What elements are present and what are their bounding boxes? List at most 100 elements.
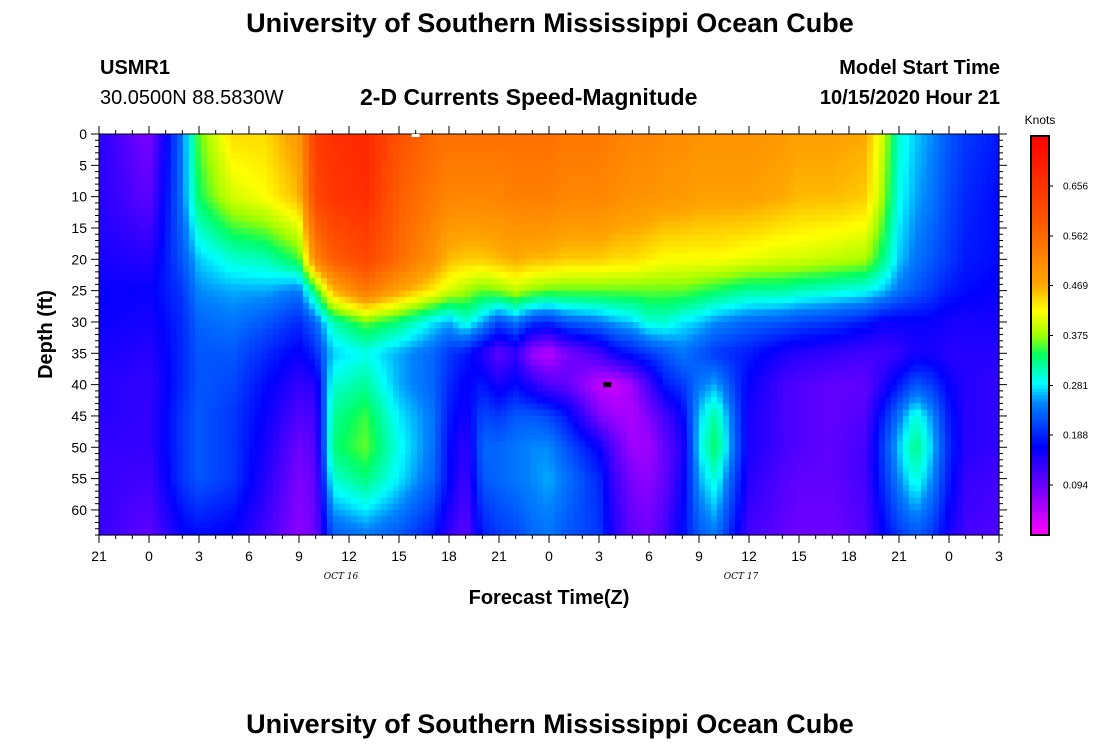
heatmap-cell [207, 184, 214, 191]
heatmap-cell [267, 140, 274, 148]
heatmap-cell [237, 278, 244, 285]
heatmap-cell [495, 409, 502, 417]
heatmap-cell [213, 159, 220, 166]
heatmap-cell [147, 522, 154, 530]
heatmap-cell [357, 384, 364, 392]
heatmap-cell [453, 134, 460, 141]
heatmap-cell [333, 390, 340, 398]
heatmap-cell [405, 459, 412, 467]
heatmap-cell [129, 284, 136, 292]
heatmap-cell [453, 321, 460, 329]
heatmap-cell [339, 215, 346, 223]
heatmap-cell [129, 140, 136, 148]
heatmap-cell [513, 434, 520, 442]
heatmap-cell [417, 309, 424, 317]
heatmap-cell [363, 190, 370, 198]
heatmap-cell [267, 359, 274, 367]
heatmap-cell [279, 159, 286, 166]
heatmap-cell [231, 134, 238, 141]
heatmap-cell [537, 347, 544, 354]
heatmap-cell [501, 347, 508, 354]
heatmap-cell [537, 384, 544, 392]
heatmap-cell [429, 365, 436, 373]
heatmap-cell [489, 265, 496, 273]
heatmap-cell [309, 209, 316, 217]
heatmap-cell [297, 347, 304, 354]
heatmap-cell [321, 221, 328, 229]
heatmap-cell [417, 278, 424, 285]
heatmap-cell [183, 134, 190, 141]
heatmap-cell [501, 140, 508, 148]
heatmap-cell [507, 134, 514, 141]
heatmap-cell [435, 202, 442, 210]
heatmap-cell [303, 397, 310, 405]
heatmap-cell [441, 516, 448, 524]
heatmap-cell [411, 428, 418, 436]
heatmap-cell [117, 140, 124, 148]
heatmap-cell [117, 365, 124, 373]
heatmap-cell [357, 278, 364, 285]
heatmap-cell [225, 453, 232, 461]
heatmap-cell [225, 491, 232, 499]
heatmap-cell [213, 347, 220, 354]
heatmap-cell [531, 202, 538, 210]
heatmap-cell [195, 278, 202, 285]
heatmap-cell [333, 171, 340, 179]
heatmap-cell [303, 303, 310, 311]
heatmap-cell [243, 196, 250, 204]
heatmap-cell [309, 152, 316, 160]
heatmap-cell [489, 134, 496, 141]
heatmap-cell [165, 227, 172, 235]
heatmap-cell [447, 246, 454, 254]
heatmap-cell [357, 265, 364, 273]
heatmap-cell [483, 372, 490, 379]
heatmap-cell [489, 309, 496, 317]
heatmap-cell [255, 522, 262, 530]
heatmap-cell [285, 509, 292, 517]
heatmap-cell [561, 365, 568, 373]
heatmap-cell [447, 434, 454, 442]
heatmap-cell [213, 309, 220, 317]
heatmap-cell [369, 353, 376, 361]
heatmap-cell [501, 309, 508, 317]
heatmap-cell [141, 522, 148, 530]
heatmap-cell [489, 303, 496, 311]
heatmap-cell [249, 296, 256, 304]
heatmap-cell [417, 397, 424, 405]
heatmap-cell [255, 409, 262, 417]
heatmap-cell [459, 516, 466, 524]
heatmap-cell [399, 528, 406, 536]
heatmap-cell [453, 278, 460, 285]
heatmap-cell [255, 447, 262, 455]
heatmap-cell [219, 397, 226, 405]
heatmap-cell [537, 459, 544, 467]
heatmap-cell [339, 165, 346, 173]
heatmap-cell [261, 528, 268, 536]
heatmap-cell [321, 234, 328, 242]
heatmap-cell [141, 190, 148, 198]
heatmap-cell [303, 334, 310, 342]
heatmap-cell [387, 265, 394, 273]
heatmap-cell [423, 177, 430, 185]
heatmap-cell [549, 152, 556, 160]
heatmap-cell [177, 234, 184, 242]
heatmap-cell [387, 284, 394, 292]
heatmap-cell [225, 303, 232, 311]
heatmap-cell [129, 165, 136, 173]
heatmap-cell [231, 253, 238, 260]
heatmap-cell [309, 347, 316, 354]
heatmap-cell [357, 397, 364, 405]
heatmap-cell [387, 353, 394, 361]
heatmap-cell [267, 209, 274, 217]
heatmap-cell [357, 190, 364, 198]
heatmap-cell [141, 372, 148, 379]
heatmap-cell [411, 146, 418, 154]
heatmap-cell [441, 522, 448, 530]
heatmap-cell [441, 378, 448, 386]
heatmap-cell [543, 196, 550, 204]
heatmap-cell [381, 472, 388, 480]
heatmap-cell [285, 447, 292, 455]
heatmap-cell [351, 403, 358, 411]
heatmap-cell [471, 328, 478, 336]
heatmap-cell [489, 328, 496, 336]
